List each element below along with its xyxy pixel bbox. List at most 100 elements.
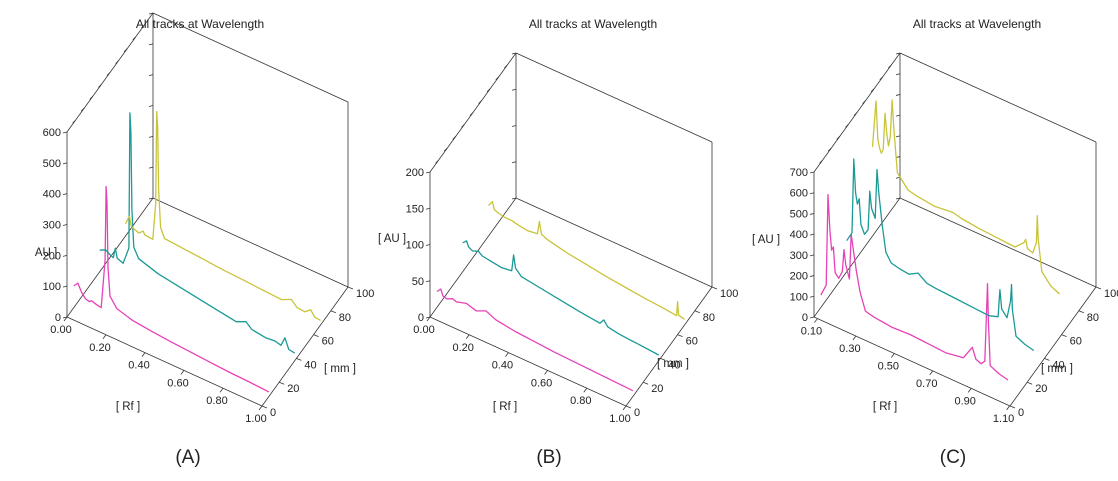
back-y-tick-mark bbox=[895, 52, 901, 55]
wall-minor-tick bbox=[827, 147, 832, 152]
back-y-tick-mark bbox=[895, 176, 901, 179]
wall-minor-tick bbox=[888, 64, 892, 69]
back-y-tick-mark bbox=[148, 135, 154, 138]
x-tick-mark bbox=[102, 334, 107, 340]
x-axis-line bbox=[429, 316, 627, 407]
z-axis-label: [ mm ] bbox=[1041, 363, 1073, 375]
x-tick-mark bbox=[622, 405, 627, 411]
x-tick-label: 0.70 bbox=[916, 378, 937, 390]
x-tick-label: 0.90 bbox=[954, 395, 975, 407]
x-tick-mark bbox=[258, 405, 263, 411]
wall-minor-tick bbox=[879, 76, 884, 81]
y-tick-label: 300 bbox=[790, 250, 808, 262]
x-tick-mark bbox=[967, 388, 972, 393]
wall-minor-tick bbox=[870, 88, 875, 92]
y-tick-label: 500 bbox=[790, 208, 808, 220]
z-tick-mark bbox=[1009, 405, 1016, 409]
z-tick-mark bbox=[1044, 358, 1050, 361]
x-tick-mark bbox=[891, 353, 895, 358]
wall-minor-tick bbox=[106, 72, 111, 76]
back-y-tick-mark bbox=[148, 74, 154, 77]
x-tick-mark bbox=[583, 387, 588, 393]
z-tick-mark bbox=[1078, 310, 1084, 314]
z-tick-mark bbox=[1095, 286, 1102, 290]
z-tick-label: 40 bbox=[304, 359, 316, 371]
y-tick-label: 0 bbox=[418, 312, 424, 324]
wall-minor-tick bbox=[495, 76, 500, 81]
x-tick-mark bbox=[814, 318, 818, 323]
wall-minor-tick bbox=[452, 136, 457, 140]
x-tick-label: 1.00 bbox=[245, 413, 266, 425]
z-tick-mark bbox=[711, 286, 718, 290]
x-tick-mark bbox=[929, 370, 934, 376]
wall-minor-tick bbox=[132, 36, 137, 41]
wall-minor-tick bbox=[80, 107, 85, 112]
y-tick-mark bbox=[62, 254, 68, 257]
chart-title: All tracks at Wavelength bbox=[913, 17, 1041, 31]
z-axis-label: [ mm ] bbox=[657, 358, 689, 370]
z-tick-label: 100 bbox=[720, 288, 738, 300]
x-tick-mark bbox=[180, 370, 185, 375]
y-tick-label: 500 bbox=[43, 158, 61, 170]
y-tick-label: 200 bbox=[406, 167, 424, 179]
z-tick-mark bbox=[677, 334, 683, 337]
z-tick-label: 100 bbox=[356, 288, 374, 300]
wall-minor-tick bbox=[819, 159, 823, 164]
x-tick-mark bbox=[141, 352, 146, 357]
z-axis-line bbox=[1009, 286, 1097, 407]
y-tick-mark bbox=[809, 171, 815, 174]
panel-label: (A) bbox=[175, 447, 200, 468]
wall-minor-tick bbox=[478, 100, 482, 104]
series-line-track-1 bbox=[820, 194, 1009, 381]
y-tick-mark bbox=[425, 207, 431, 210]
y-tick-mark bbox=[425, 280, 431, 283]
z-tick-mark bbox=[279, 381, 285, 385]
y-tick-mark bbox=[62, 285, 68, 288]
y-tick-mark bbox=[62, 131, 68, 134]
back-y-tick-mark bbox=[895, 73, 901, 76]
y-tick-mark bbox=[425, 171, 431, 174]
y-axis-label: [ AU ] bbox=[752, 234, 780, 246]
x-tick-label: 0.00 bbox=[413, 324, 434, 336]
x-tick-mark bbox=[1006, 405, 1010, 411]
z-axis-line bbox=[261, 286, 349, 407]
y-tick-label: 150 bbox=[406, 203, 424, 215]
x-tick-label: 0.20 bbox=[89, 342, 110, 354]
panel-label: (B) bbox=[536, 447, 561, 468]
x-tick-label: 1.10 bbox=[993, 413, 1014, 425]
x-axis-label: [ Rf ] bbox=[873, 401, 897, 413]
z-tick-mark bbox=[313, 334, 319, 337]
z-tick-mark bbox=[660, 358, 666, 361]
z-tick-label: 40 bbox=[1052, 359, 1064, 371]
z-tick-label: 0 bbox=[270, 407, 276, 419]
back-y-tick-mark bbox=[511, 52, 517, 55]
x-axis-line bbox=[66, 316, 263, 407]
floor-far-edge bbox=[152, 197, 349, 288]
y-tick-mark bbox=[809, 233, 815, 236]
x-tick-label: 0.20 bbox=[452, 342, 473, 354]
y-tick-mark bbox=[425, 244, 431, 246]
x-tick-mark bbox=[852, 335, 857, 341]
y-tick-label: 100 bbox=[406, 240, 424, 252]
wall-minor-tick bbox=[443, 147, 448, 152]
y-tick-mark bbox=[809, 192, 815, 195]
x-tick-label: 0.40 bbox=[128, 360, 149, 372]
back-y-tick-mark bbox=[895, 135, 901, 138]
wall-minor-tick bbox=[123, 48, 128, 52]
x-axis-label: [ Rf ] bbox=[116, 401, 140, 413]
y-tick-label: 50 bbox=[412, 276, 424, 288]
x-tick-label: 0.60 bbox=[531, 377, 552, 389]
y-tick-label: 200 bbox=[790, 271, 808, 283]
x-tick-label: 0.00 bbox=[50, 324, 71, 336]
back-y-tick-mark bbox=[511, 161, 517, 164]
y-tick-mark bbox=[62, 193, 68, 196]
wall-minor-tick bbox=[862, 100, 866, 104]
z-tick-mark bbox=[1061, 334, 1067, 337]
x-tick-mark bbox=[544, 370, 548, 375]
x-tick-label: 0.10 bbox=[801, 326, 822, 338]
wall-minor-tick bbox=[141, 24, 145, 29]
x-tick-mark bbox=[219, 387, 224, 393]
wall-minor-tick bbox=[504, 64, 508, 69]
y-tick-mark bbox=[62, 162, 68, 165]
